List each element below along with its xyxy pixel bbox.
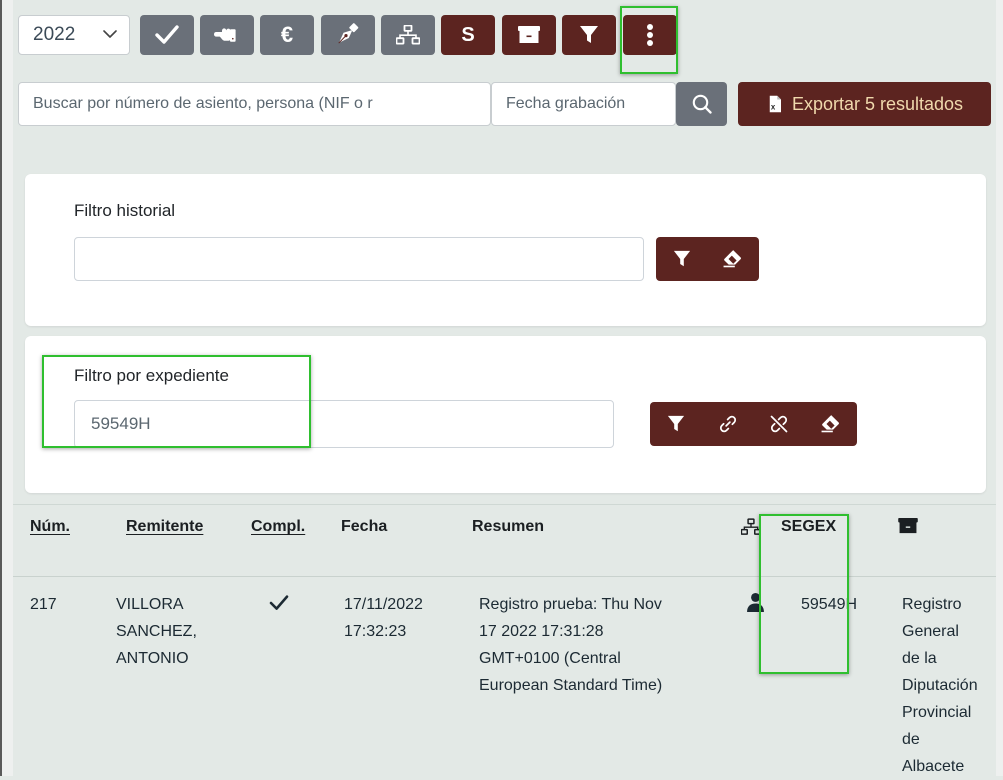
svg-text:x: x: [771, 102, 776, 111]
